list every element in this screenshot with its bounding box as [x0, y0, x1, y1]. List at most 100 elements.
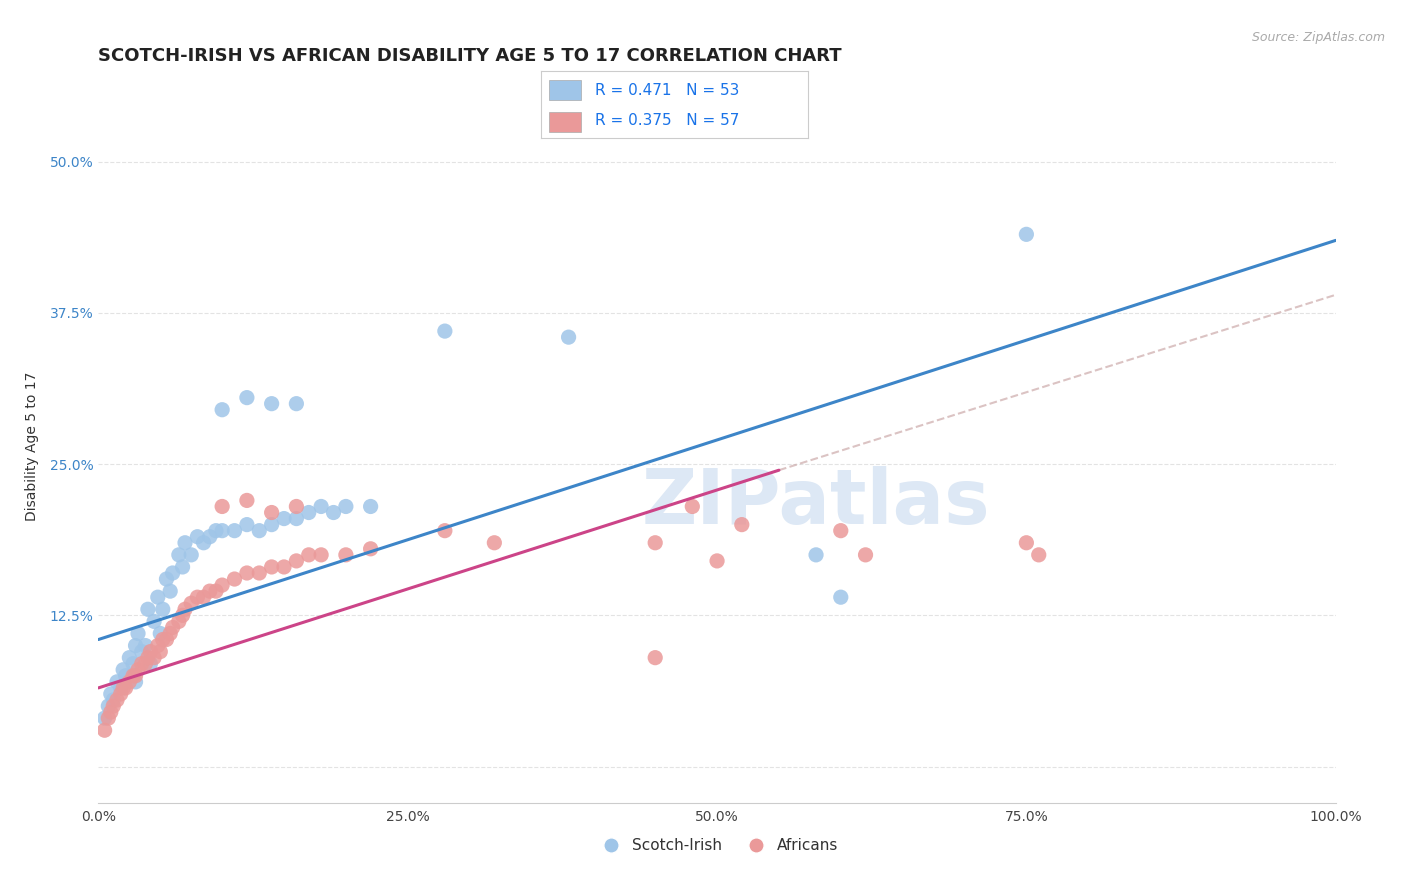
Point: [205, 524, 228, 538]
Point: [149, 626, 172, 640]
Text: Source: ZipAtlas.com: Source: ZipAtlas.com: [1251, 31, 1385, 45]
Point: [804, 548, 827, 562]
Point: [205, 584, 228, 599]
Point: [180, 596, 202, 610]
Point: [134, 657, 156, 671]
Point: [1015, 227, 1038, 242]
Point: [186, 530, 208, 544]
Point: [155, 632, 177, 647]
Point: [134, 639, 156, 653]
Point: [285, 500, 308, 514]
Point: [143, 615, 166, 629]
Point: [93, 723, 115, 738]
Point: [1015, 535, 1038, 549]
Point: [830, 590, 852, 604]
Point: [731, 517, 754, 532]
Point: [131, 645, 153, 659]
Point: [172, 608, 194, 623]
Point: [260, 506, 283, 520]
Point: [131, 657, 153, 671]
Text: R = 0.375   N = 57: R = 0.375 N = 57: [595, 113, 740, 128]
Y-axis label: Disability Age 5 to 17: Disability Age 5 to 17: [24, 371, 38, 521]
Point: [146, 590, 169, 604]
Point: [174, 535, 197, 549]
Point: [298, 506, 321, 520]
Point: [309, 548, 332, 562]
Point: [855, 548, 877, 562]
Point: [136, 650, 159, 665]
Point: [143, 650, 166, 665]
Text: R = 0.471   N = 53: R = 0.471 N = 53: [595, 83, 740, 97]
Point: [211, 402, 233, 417]
Point: [122, 669, 145, 683]
Point: [124, 674, 146, 689]
Point: [114, 681, 136, 695]
Point: [433, 324, 456, 338]
Point: [247, 524, 270, 538]
Point: [114, 669, 136, 683]
Point: [706, 554, 728, 568]
Point: [224, 524, 246, 538]
Point: [335, 500, 357, 514]
Point: [100, 705, 122, 719]
Point: [174, 602, 197, 616]
Point: [309, 500, 332, 514]
Point: [149, 645, 172, 659]
Point: [360, 541, 382, 556]
Point: [644, 650, 666, 665]
Point: [198, 530, 221, 544]
FancyBboxPatch shape: [550, 80, 582, 100]
Point: [162, 566, 184, 580]
Point: [159, 584, 181, 599]
Text: SCOTCH-IRISH VS AFRICAN DISABILITY AGE 5 TO 17 CORRELATION CHART: SCOTCH-IRISH VS AFRICAN DISABILITY AGE 5…: [98, 47, 842, 65]
Point: [127, 663, 149, 677]
Point: [681, 500, 703, 514]
Point: [136, 602, 159, 616]
Point: [172, 560, 194, 574]
Point: [122, 657, 145, 671]
Point: [211, 524, 233, 538]
Point: [124, 669, 146, 683]
Point: [193, 535, 215, 549]
Point: [167, 548, 190, 562]
FancyBboxPatch shape: [550, 112, 582, 131]
Point: [236, 391, 259, 405]
Point: [298, 548, 321, 562]
Point: [224, 572, 246, 586]
Point: [484, 535, 506, 549]
Point: [159, 626, 181, 640]
Point: [644, 535, 666, 549]
Point: [360, 500, 382, 514]
Point: [273, 511, 295, 525]
Point: [247, 566, 270, 580]
Point: [335, 548, 357, 562]
Point: [322, 506, 344, 520]
Point: [211, 500, 233, 514]
Point: [198, 584, 221, 599]
Point: [100, 687, 122, 701]
Legend: Scotch-Irish, Africans: Scotch-Irish, Africans: [589, 832, 845, 859]
Point: [260, 397, 283, 411]
Point: [193, 590, 215, 604]
Point: [285, 397, 308, 411]
Text: ZIPatlas: ZIPatlas: [641, 467, 990, 540]
Point: [105, 693, 128, 707]
Point: [152, 602, 174, 616]
Point: [112, 663, 135, 677]
Point: [118, 674, 141, 689]
Point: [211, 578, 233, 592]
Point: [139, 657, 162, 671]
Point: [557, 330, 579, 344]
Point: [127, 626, 149, 640]
Point: [433, 524, 456, 538]
Point: [186, 590, 208, 604]
Point: [260, 517, 283, 532]
Point: [167, 615, 190, 629]
Point: [124, 639, 146, 653]
Point: [118, 650, 141, 665]
Point: [103, 699, 125, 714]
Point: [236, 566, 259, 580]
Point: [830, 524, 852, 538]
Point: [152, 632, 174, 647]
Point: [285, 554, 308, 568]
